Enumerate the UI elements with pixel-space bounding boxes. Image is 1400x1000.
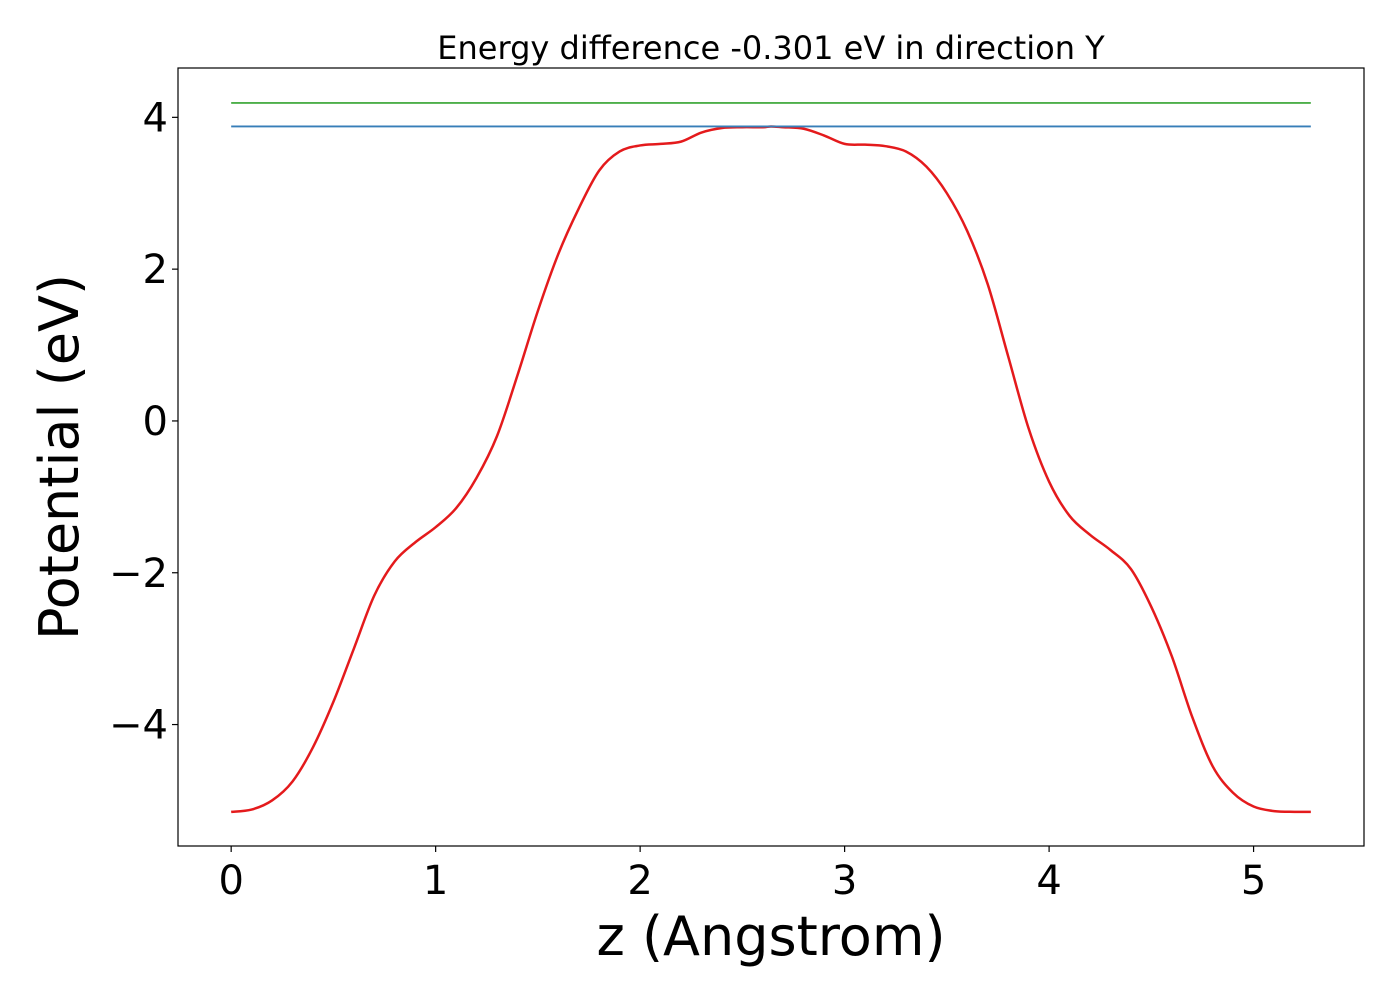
x-tick-label: 5: [1241, 858, 1266, 904]
series-line-1: [231, 125, 1311, 814]
y-tick-label: 2: [143, 247, 168, 293]
x-tick-label: 0: [218, 858, 243, 904]
series-layer: [231, 102, 1311, 814]
x-axis-label: z (Angstrom): [596, 905, 945, 968]
x-tick-label: 1: [423, 858, 448, 904]
y-tick-label: −4: [109, 703, 168, 749]
x-tick-label: 4: [1036, 858, 1061, 904]
y-axis-label: Potential (eV): [28, 274, 91, 640]
y-axis: −4 −2 0 2 4: [109, 95, 178, 749]
y-tick-label: 0: [143, 399, 168, 445]
plot-area-frame: [177, 67, 1365, 847]
y-tick-label: −2: [109, 551, 168, 597]
chart-title: Energy difference -0.301 eV in direction…: [437, 29, 1105, 67]
y-tick-label: 4: [143, 95, 168, 141]
x-tick-label: 3: [832, 858, 857, 904]
x-axis: 0 1 2 3 4 5: [218, 846, 1266, 904]
x-tick-label: 2: [627, 858, 652, 904]
